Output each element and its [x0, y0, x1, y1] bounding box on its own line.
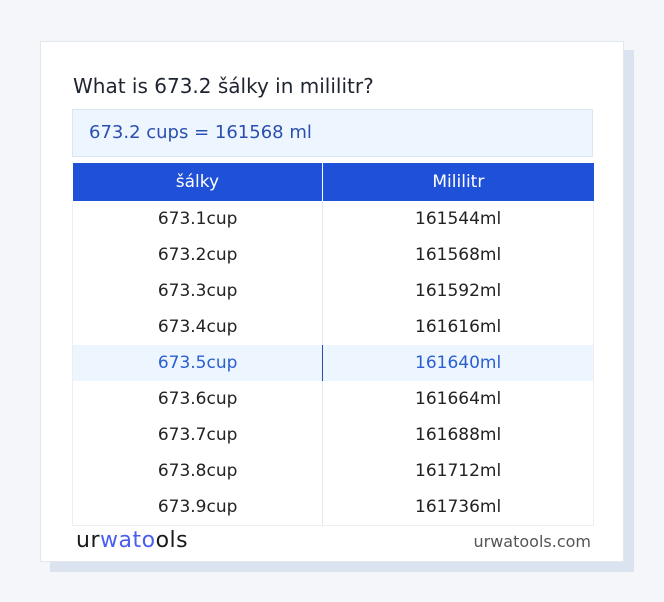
site-link[interactable]: urwatools.com — [473, 532, 592, 551]
cups-cell: 673.8cup — [71, 453, 323, 489]
ml-cell: 161736ml — [322, 489, 594, 526]
cups-cell: 673.9cup — [71, 489, 323, 526]
ml-cell: 161616ml — [322, 309, 594, 345]
header-cups: šálky — [72, 163, 323, 201]
cups-cell: 673.3cup — [71, 273, 323, 309]
table-row: 673.7cup 161688ml — [71, 417, 594, 453]
table-row: 673.9cup 161736ml — [71, 489, 594, 526]
cups-cell: 673.7cup — [71, 417, 323, 453]
page-title: What is 673.2 šálky in mililitr? — [73, 74, 374, 98]
table-row: 673.8cup 161712ml — [71, 453, 594, 489]
cups-cell: 673.5cup — [71, 345, 323, 381]
table-row: 673.1cup 161544ml — [71, 201, 594, 237]
table-row: 673.4cup 161616ml — [71, 309, 594, 345]
ml-cell: 161592ml — [322, 273, 594, 309]
converter-card: What is 673.2 šálky in mililitr? 673.2 c… — [40, 41, 624, 562]
cups-cell: 673.1cup — [71, 201, 323, 237]
table-row: 673.6cup 161664ml — [71, 381, 594, 417]
urwatools-logo[interactable]: urwatools — [76, 528, 189, 553]
ml-cell: 161664ml — [322, 381, 594, 417]
table-row: 673.3cup 161592ml — [71, 273, 594, 309]
table-row: 673.2cup 161568ml — [71, 237, 594, 273]
header-ml: Mililitr — [322, 163, 594, 201]
ml-cell: 161544ml — [322, 201, 594, 237]
ml-cell: 161568ml — [322, 237, 594, 273]
ml-cell: 161712ml — [322, 453, 594, 489]
cups-cell: 673.4cup — [71, 309, 323, 345]
ml-cell: 161640ml — [322, 345, 594, 381]
cups-cell: 673.2cup — [71, 237, 323, 273]
cups-cell: 673.6cup — [71, 381, 323, 417]
conversion-result: 673.2 cups = 161568 ml — [72, 109, 593, 157]
ml-cell: 161688ml — [322, 417, 594, 453]
table-row: 673.5cup 161640ml — [71, 345, 594, 381]
conversion-table: šálky Mililitr 673.1cup 161544ml 673.2cup 1… — [71, 163, 594, 526]
